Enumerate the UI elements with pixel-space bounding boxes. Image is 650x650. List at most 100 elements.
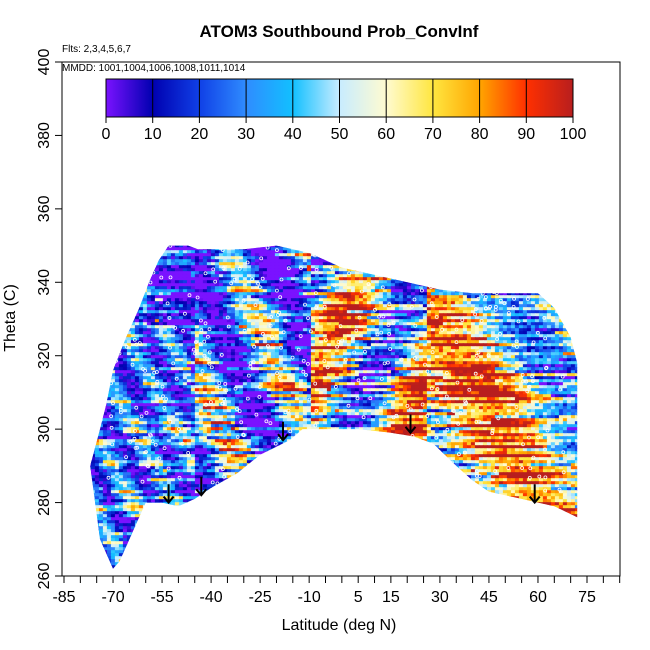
heat-cell — [154, 289, 160, 293]
heat-cell — [315, 241, 320, 245]
heat-cell — [314, 247, 320, 251]
heat-cell — [286, 292, 292, 296]
heat-cell — [366, 247, 372, 251]
heat-cell — [238, 274, 244, 278]
heat-cell — [458, 292, 464, 296]
heat-cell — [466, 280, 472, 284]
heat-cell — [466, 262, 472, 266]
heat-cell — [122, 313, 128, 317]
heat-cell — [94, 283, 100, 287]
heat-cell — [350, 262, 356, 266]
heat-cell — [262, 259, 268, 263]
heat-cell — [110, 331, 116, 335]
heat-cell — [502, 253, 508, 257]
heat-cell — [506, 247, 512, 251]
heat-cell — [138, 295, 144, 299]
heat-cell — [94, 268, 100, 272]
heat-cell — [94, 352, 100, 356]
heat-cell — [382, 280, 388, 284]
heat-cell — [190, 298, 196, 302]
heat-cell — [178, 262, 184, 266]
heat-cell — [278, 280, 284, 284]
heat-cell — [442, 283, 448, 287]
heat-cell — [390, 256, 396, 260]
heat-cell — [446, 271, 452, 275]
heat-cell — [394, 265, 400, 269]
heat-cell — [402, 265, 408, 269]
heat-cell — [178, 245, 184, 248]
heat-cell — [118, 292, 124, 296]
heat-cell — [190, 274, 196, 278]
heat-cell — [354, 280, 360, 284]
heat-cell — [190, 280, 196, 284]
heat-cell — [178, 289, 184, 293]
heat-cell — [154, 265, 160, 269]
heat-cell — [430, 295, 436, 299]
heat-cell — [306, 301, 312, 305]
heat-cell — [314, 274, 320, 278]
heat-cell — [342, 256, 348, 260]
heat-cell — [394, 280, 400, 284]
heat-cell — [534, 286, 540, 290]
heat-cell — [138, 268, 144, 272]
heat-cell — [174, 304, 180, 308]
heat-cell — [214, 265, 220, 269]
heat-cell — [146, 286, 152, 290]
heat-cell — [574, 310, 578, 314]
heat-cell — [278, 301, 284, 305]
heat-cell — [567, 241, 572, 245]
heat-cell — [126, 268, 132, 272]
heat-cell — [522, 259, 528, 263]
heat-cell — [230, 289, 236, 293]
heat-cell — [478, 298, 484, 302]
heat-cell — [214, 268, 220, 272]
heat-cell — [290, 268, 296, 272]
heat-cell — [474, 283, 480, 287]
heat-cell — [246, 277, 252, 281]
heat-cell — [338, 259, 344, 263]
heat-cell — [154, 292, 160, 296]
heat-cell — [226, 262, 232, 266]
heat-cell — [382, 295, 388, 299]
heat-cell — [443, 241, 448, 245]
heat-cell — [438, 245, 444, 248]
heat-cell — [110, 277, 116, 281]
heat-cell — [298, 247, 304, 251]
heat-cell — [334, 301, 340, 305]
heat-cell — [298, 245, 304, 248]
heat-cell — [270, 295, 276, 299]
heat-cell — [130, 313, 136, 317]
heat-cell — [502, 265, 508, 269]
heat-cell — [579, 334, 584, 338]
heat-cell — [254, 262, 260, 266]
heat-cell — [579, 253, 584, 257]
heat-cell — [294, 301, 300, 305]
heat-cell — [522, 298, 528, 302]
heat-cell — [531, 238, 536, 242]
heat-cell — [298, 289, 304, 293]
heat-cell — [114, 316, 120, 320]
heat-cell — [126, 259, 132, 263]
heat-cell — [182, 298, 188, 302]
heat-cell — [230, 292, 236, 296]
heat-cell — [314, 265, 320, 269]
heat-cell — [162, 271, 168, 275]
heat-cell — [390, 247, 396, 251]
heat-cell — [110, 334, 116, 338]
heat-cell — [254, 253, 260, 257]
heat-cell — [430, 298, 436, 302]
heat-cell — [266, 265, 272, 269]
heat-cell — [90, 283, 96, 287]
heat-cell — [90, 298, 96, 302]
heat-cell — [254, 265, 260, 269]
heat-cell — [387, 241, 392, 245]
heat-cell — [130, 298, 136, 302]
heat-cell — [103, 238, 108, 242]
heat-cell — [550, 286, 556, 290]
heat-cell — [90, 245, 92, 248]
heat-cell — [90, 334, 96, 338]
heat-cell — [174, 295, 180, 299]
heat-cell — [230, 301, 236, 305]
heat-cell — [334, 289, 340, 293]
heat-cell — [322, 245, 328, 248]
